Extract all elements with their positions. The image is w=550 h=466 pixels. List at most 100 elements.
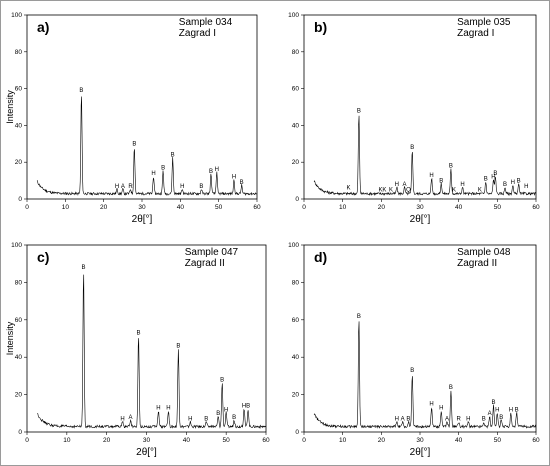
peak-label: K: [478, 187, 482, 193]
y-tick-label: 80: [292, 49, 300, 56]
peak-label: B: [491, 400, 495, 406]
y-tick-label: 40: [15, 122, 23, 129]
peak-label: B: [410, 145, 414, 151]
x-tick-label: 40: [455, 437, 463, 444]
y-tick-label: 80: [292, 279, 300, 286]
y-tick-label: 60: [292, 86, 300, 93]
peak-label: B: [357, 108, 361, 114]
x-tick-label: 30: [143, 437, 151, 444]
y-tick-label: 60: [292, 317, 300, 324]
x-tick-label: 0: [302, 204, 306, 211]
peak-label: B: [493, 171, 497, 177]
peak-label: H: [120, 417, 124, 423]
x-tick-label: 20: [103, 437, 111, 444]
x-axis-label: 2θ[°]: [132, 214, 153, 225]
x-tick-label: 40: [183, 437, 191, 444]
peak-label: H: [232, 175, 236, 181]
y-tick-label: 20: [15, 392, 23, 399]
peak-label: K: [389, 187, 393, 193]
x-axis-label: 2θ[°]: [136, 447, 157, 458]
peak-label: A: [403, 182, 407, 188]
y-tick-label: 40: [15, 354, 23, 361]
peak-label: K: [346, 186, 350, 192]
peak-label: H: [460, 182, 464, 188]
x-tick-label: 60: [253, 204, 261, 211]
peak-label: K: [382, 187, 386, 193]
y-tick-label: 20: [292, 159, 300, 166]
x-tick-label: 60: [262, 437, 270, 444]
peak-label: H: [242, 404, 246, 410]
x-tick-label: 0: [25, 437, 29, 444]
x-tick-label: 50: [215, 204, 223, 211]
y-tick-label: 60: [15, 317, 23, 324]
peak-label: B: [515, 407, 519, 413]
y-tick-label: 0: [18, 196, 22, 203]
y-tick-label: 80: [15, 49, 23, 56]
peak-label: R: [456, 417, 461, 423]
y-tick-label: 0: [295, 196, 299, 203]
peak-label: A: [129, 415, 133, 421]
diffractogram-trace: [313, 115, 537, 197]
peak-label: B: [199, 184, 203, 190]
sample-name: Sample 034: [179, 17, 233, 28]
peak-label: A: [488, 411, 492, 417]
peak-label: B: [499, 415, 503, 421]
sample-name: Sample 047: [185, 247, 239, 258]
peak-label: B: [176, 344, 180, 350]
x-tick-label: 30: [416, 437, 424, 444]
peak-label: B: [503, 182, 507, 188]
peak-label: B: [449, 385, 453, 391]
peak-label: H: [151, 171, 155, 177]
sample-name: Sample 048: [457, 247, 511, 258]
peak-label: H: [395, 417, 399, 423]
site-name: Zagrad II: [457, 258, 497, 269]
peak-label: B: [82, 265, 86, 271]
diffractogram-trace: [36, 96, 258, 196]
panel-label: a): [37, 19, 49, 35]
sample-name: Sample 035: [457, 17, 511, 28]
x-axis-label: 2θ[°]: [410, 447, 431, 458]
peak-label: R: [128, 184, 133, 190]
x-tick-label: 30: [138, 204, 146, 211]
peak-label: Q: [406, 187, 411, 193]
x-tick-label: 10: [63, 437, 71, 444]
peak-label: B: [232, 415, 236, 421]
x-tick-label: 10: [339, 437, 347, 444]
peak-label: A: [121, 184, 125, 190]
peak-label: B: [137, 331, 141, 337]
y-tick-label: 60: [15, 86, 23, 93]
y-axis-label: Intensity: [5, 321, 15, 355]
plot-frame: [303, 244, 537, 433]
panel-label: c): [37, 249, 49, 265]
peak-label: H: [429, 402, 433, 408]
site-name: Zagrad I: [457, 28, 494, 39]
y-tick-label: 100: [11, 12, 22, 19]
peak-label: B: [79, 88, 83, 94]
peak-label: B: [171, 153, 175, 159]
x-tick-label: 20: [378, 437, 386, 444]
peak-label: A: [401, 417, 405, 423]
x-tick-label: 10: [62, 204, 70, 211]
peak-label: K: [452, 187, 456, 193]
x-tick-label: 60: [532, 437, 540, 444]
peak-label: B: [240, 180, 244, 186]
plot-frame: [26, 244, 267, 433]
y-tick-label: 80: [15, 279, 23, 286]
peak-label: B: [209, 169, 213, 175]
peak-label: H: [439, 405, 443, 411]
peak-label: B: [406, 417, 410, 423]
peak-label: B: [220, 377, 224, 383]
peak-label: B: [357, 314, 361, 320]
peak-label: B: [410, 368, 414, 374]
peak-label: H: [509, 407, 513, 413]
diffractogram-trace: [313, 321, 537, 429]
peak-label: H: [224, 407, 228, 413]
peak-label: B: [484, 176, 488, 182]
y-tick-label: 100: [288, 12, 299, 19]
peak-label: B: [246, 404, 250, 410]
x-tick-label: 40: [177, 204, 185, 211]
x-tick-label: 0: [25, 204, 29, 211]
peak-label: H: [395, 182, 399, 188]
peak-label: H: [166, 405, 170, 411]
peak-label: H: [215, 167, 219, 173]
